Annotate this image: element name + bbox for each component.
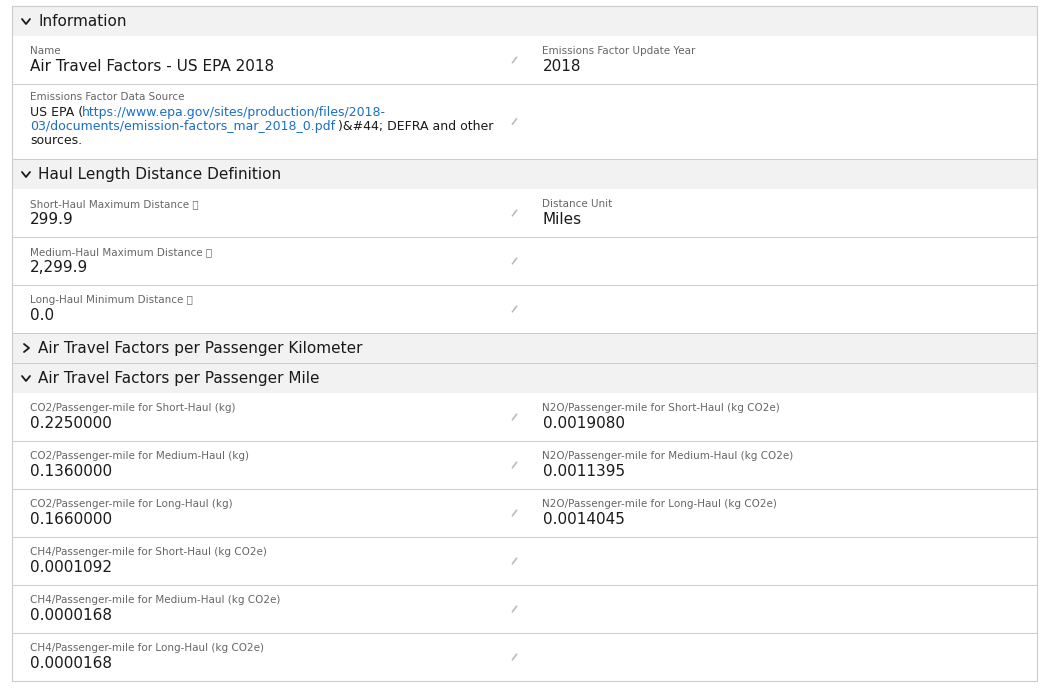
Text: Miles: Miles xyxy=(542,212,581,227)
Text: CH4/Passenger-mile for Short-Haul (kg CO2e): CH4/Passenger-mile for Short-Haul (kg CO… xyxy=(30,547,266,557)
Text: 0.0011395: 0.0011395 xyxy=(542,464,624,479)
Text: https://www.epa.gov/sites/production/files/2018-: https://www.epa.gov/sites/production/fil… xyxy=(82,106,386,119)
Bar xyxy=(12,441,1037,489)
Text: 0.2250000: 0.2250000 xyxy=(30,416,112,431)
Text: Emissions Factor Update Year: Emissions Factor Update Year xyxy=(542,46,695,56)
Text: CO2/Passenger-mile for Long-Haul (kg): CO2/Passenger-mile for Long-Haul (kg) xyxy=(30,499,233,509)
Bar xyxy=(12,537,1037,585)
Text: 0.1660000: 0.1660000 xyxy=(30,512,112,527)
Bar xyxy=(12,633,1037,681)
Text: Long-Haul Minimum Distance ⓘ: Long-Haul Minimum Distance ⓘ xyxy=(30,295,193,305)
Bar xyxy=(12,237,1037,285)
Text: 2,299.9: 2,299.9 xyxy=(30,260,88,275)
Text: 0.1360000: 0.1360000 xyxy=(30,464,112,479)
Text: Haul Length Distance Definition: Haul Length Distance Definition xyxy=(38,166,281,182)
Text: CH4/Passenger-mile for Long-Haul (kg CO2e): CH4/Passenger-mile for Long-Haul (kg CO2… xyxy=(30,643,264,653)
Text: Emissions Factor Data Source: Emissions Factor Data Source xyxy=(30,92,185,102)
Bar xyxy=(12,84,1037,159)
Text: 0.0000168: 0.0000168 xyxy=(30,656,112,671)
Text: US EPA (: US EPA ( xyxy=(30,106,83,119)
Text: Air Travel Factors per Passenger Mile: Air Travel Factors per Passenger Mile xyxy=(38,370,320,386)
Text: sources.: sources. xyxy=(30,134,82,147)
Text: 299.9: 299.9 xyxy=(30,212,73,227)
Bar xyxy=(12,189,1037,237)
Bar xyxy=(12,285,1037,333)
Bar xyxy=(12,393,1037,441)
Text: 0.0001092: 0.0001092 xyxy=(30,560,112,575)
Text: CO2/Passenger-mile for Medium-Haul (kg): CO2/Passenger-mile for Medium-Haul (kg) xyxy=(30,451,249,461)
Bar xyxy=(12,363,1037,393)
Text: CH4/Passenger-mile for Medium-Haul (kg CO2e): CH4/Passenger-mile for Medium-Haul (kg C… xyxy=(30,595,280,605)
Text: N2O/Passenger-mile for Medium-Haul (kg CO2e): N2O/Passenger-mile for Medium-Haul (kg C… xyxy=(542,451,794,461)
Text: 0.0: 0.0 xyxy=(30,308,55,323)
Bar xyxy=(12,585,1037,633)
Text: 2018: 2018 xyxy=(542,59,581,74)
Bar xyxy=(12,36,1037,84)
Text: Air Travel Factors - US EPA 2018: Air Travel Factors - US EPA 2018 xyxy=(30,59,274,74)
Bar xyxy=(12,489,1037,537)
Text: 03/documents/emission-factors_mar_2018_0.pdf: 03/documents/emission-factors_mar_2018_0… xyxy=(30,120,335,133)
Text: N2O/Passenger-mile for Long-Haul (kg CO2e): N2O/Passenger-mile for Long-Haul (kg CO2… xyxy=(542,499,777,509)
Bar xyxy=(12,6,1037,36)
Text: Medium-Haul Maximum Distance ⓘ: Medium-Haul Maximum Distance ⓘ xyxy=(30,247,212,257)
Text: )&#44; DEFRA and other: )&#44; DEFRA and other xyxy=(338,120,493,133)
Text: Name: Name xyxy=(30,46,61,56)
Text: N2O/Passenger-mile for Short-Haul (kg CO2e): N2O/Passenger-mile for Short-Haul (kg CO… xyxy=(542,403,780,413)
Text: 0.0000168: 0.0000168 xyxy=(30,608,112,623)
Text: 0.0019080: 0.0019080 xyxy=(542,416,624,431)
Text: Short-Haul Maximum Distance ⓘ: Short-Haul Maximum Distance ⓘ xyxy=(30,199,198,209)
Text: Information: Information xyxy=(38,13,127,29)
Bar xyxy=(12,333,1037,363)
Bar xyxy=(12,159,1037,189)
Text: Air Travel Factors per Passenger Kilometer: Air Travel Factors per Passenger Kilomet… xyxy=(38,340,363,356)
Text: CO2/Passenger-mile for Short-Haul (kg): CO2/Passenger-mile for Short-Haul (kg) xyxy=(30,403,235,413)
Text: Distance Unit: Distance Unit xyxy=(542,199,613,209)
Text: 0.0014045: 0.0014045 xyxy=(542,512,624,527)
